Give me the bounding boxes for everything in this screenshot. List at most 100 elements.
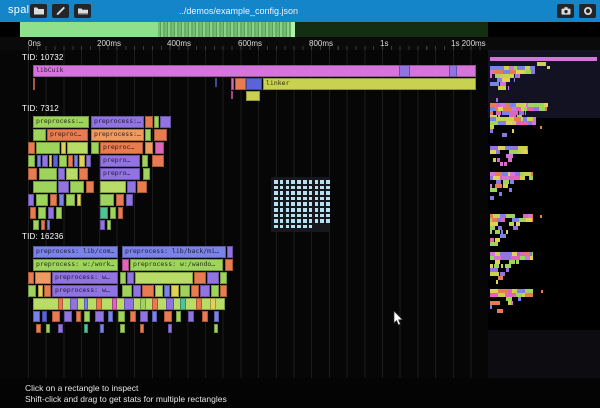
- minimap-viewport[interactable]: [488, 50, 600, 118]
- flame-bar[interactable]: preprocess:…: [91, 116, 144, 128]
- flame-bar[interactable]: preproc…: [47, 129, 88, 141]
- flame-bar[interactable]: [214, 311, 219, 322]
- flame-bar[interactable]: [84, 311, 90, 322]
- flame-bar[interactable]: [207, 272, 219, 284]
- flame-bar[interactable]: [95, 311, 104, 322]
- flame-bar[interactable]: [28, 272, 34, 284]
- flame-bar[interactable]: [30, 207, 36, 219]
- flame-bar[interactable]: [35, 272, 51, 284]
- flame-bar[interactable]: [116, 194, 124, 206]
- flame-bar[interactable]: [196, 298, 202, 310]
- flame-bar[interactable]: [180, 298, 186, 310]
- flame-bar[interactable]: [61, 142, 66, 154]
- flame-bar[interactable]: [143, 168, 150, 180]
- flame-bar[interactable]: [140, 311, 148, 322]
- flame-bar[interactable]: preprocess:…: [91, 129, 144, 141]
- flame-bar[interactable]: [135, 272, 193, 284]
- flame-bar[interactable]: [46, 324, 50, 333]
- flame-bar[interactable]: preproc…: [100, 142, 143, 154]
- flame-bar[interactable]: [235, 78, 246, 90]
- flame-bar[interactable]: [28, 155, 35, 167]
- flame-bar[interactable]: [66, 194, 75, 206]
- flame-bar[interactable]: [142, 155, 148, 167]
- flame-bar[interactable]: [152, 155, 164, 167]
- flame-bar[interactable]: [145, 142, 153, 154]
- flame-bar[interactable]: [188, 311, 194, 322]
- flame-bar[interactable]: [68, 155, 73, 167]
- flame-bar[interactable]: [200, 285, 210, 297]
- flame-bar[interactable]: [108, 311, 113, 322]
- flame-bar[interactable]: [76, 311, 81, 322]
- flame-bar[interactable]: [28, 142, 35, 154]
- flame-bar[interactable]: [210, 298, 216, 310]
- flame-bar[interactable]: [215, 78, 217, 87]
- activity-strip[interactable]: [0, 22, 600, 37]
- flame-bar[interactable]: [211, 285, 219, 297]
- flame-bar[interactable]: [231, 91, 233, 99]
- flame-bar[interactable]: [399, 65, 410, 77]
- flame-bar[interactable]: [33, 181, 57, 193]
- open-file-button[interactable]: [30, 4, 47, 18]
- flame-bar[interactable]: [100, 194, 114, 206]
- flame-bar[interactable]: [100, 220, 105, 230]
- flame-bar[interactable]: [140, 324, 144, 333]
- flame-bar[interactable]: [53, 155, 58, 167]
- flame-bar[interactable]: [70, 181, 84, 193]
- flame-bar[interactable]: [145, 116, 153, 128]
- flame-bar[interactable]: [84, 298, 88, 310]
- flame-bar[interactable]: [145, 129, 151, 141]
- flame-bar[interactable]: preprocess: lib/com…: [33, 246, 118, 258]
- flame-bar[interactable]: [67, 142, 88, 154]
- flame-bar[interactable]: [449, 65, 457, 77]
- flame-bar[interactable]: [164, 311, 172, 322]
- flame-bar[interactable]: [164, 285, 170, 297]
- import-button[interactable]: [74, 4, 91, 18]
- flame-bar[interactable]: [120, 272, 126, 284]
- flame-bar[interactable]: [160, 116, 171, 128]
- flame-bar[interactable]: [37, 155, 41, 167]
- flame-bar[interactable]: [112, 298, 117, 310]
- flame-bar[interactable]: preprocess: w:/wando…: [130, 259, 223, 271]
- flame-bar[interactable]: [52, 311, 60, 322]
- flame-bar[interactable]: [100, 324, 104, 333]
- flame-bar[interactable]: [36, 194, 48, 206]
- flame-bar[interactable]: preprocess: w:/work…: [33, 259, 118, 271]
- flame-bar[interactable]: [91, 142, 99, 154]
- flame-bar[interactable]: [122, 259, 129, 271]
- flame-bar[interactable]: [28, 285, 36, 297]
- flame-bar[interactable]: [59, 194, 64, 206]
- flame-bar[interactable]: [58, 168, 65, 180]
- flame-bar[interactable]: preprocess: w…: [52, 272, 118, 284]
- flame-bar[interactable]: [155, 285, 163, 297]
- flame-bar[interactable]: [246, 91, 260, 101]
- flame-bar[interactable]: [28, 194, 34, 206]
- flame-bar[interactable]: [110, 207, 116, 219]
- flame-bar[interactable]: [227, 246, 233, 258]
- timeline-ruler[interactable]: 0ns 200ms 400ms 600ms 800ms 1s 1s 200ms: [0, 37, 600, 50]
- flame-bar[interactable]: [120, 324, 125, 333]
- flame-bar[interactable]: [137, 181, 147, 193]
- flame-bar[interactable]: [66, 168, 78, 180]
- flame-bar[interactable]: [142, 285, 154, 297]
- flame-bar[interactable]: prepro…: [100, 168, 140, 180]
- flame-bar[interactable]: [191, 285, 199, 297]
- flame-bar[interactable]: [133, 285, 141, 297]
- flame-bar[interactable]: [130, 311, 136, 322]
- flame-bar[interactable]: [180, 285, 190, 297]
- flame-bar[interactable]: [38, 285, 43, 297]
- flame-bar[interactable]: [33, 220, 39, 230]
- flame-bar[interactable]: preprocess: w…: [52, 285, 118, 297]
- flame-bar[interactable]: [74, 155, 78, 167]
- flame-bar[interactable]: [28, 168, 37, 180]
- flame-bar[interactable]: [59, 155, 67, 167]
- flame-bar[interactable]: [118, 207, 123, 219]
- flame-bar[interactable]: [231, 78, 234, 90]
- flame-bar[interactable]: preprocess:…: [33, 116, 89, 128]
- flame-bar[interactable]: [36, 324, 41, 333]
- flame-bar[interactable]: [44, 285, 51, 297]
- flame-bar[interactable]: [58, 181, 69, 193]
- flame-bar[interactable]: [58, 324, 63, 333]
- flame-bar[interactable]: [79, 168, 88, 180]
- flame-bar[interactable]: [100, 207, 108, 219]
- flame-bar[interactable]: [39, 168, 57, 180]
